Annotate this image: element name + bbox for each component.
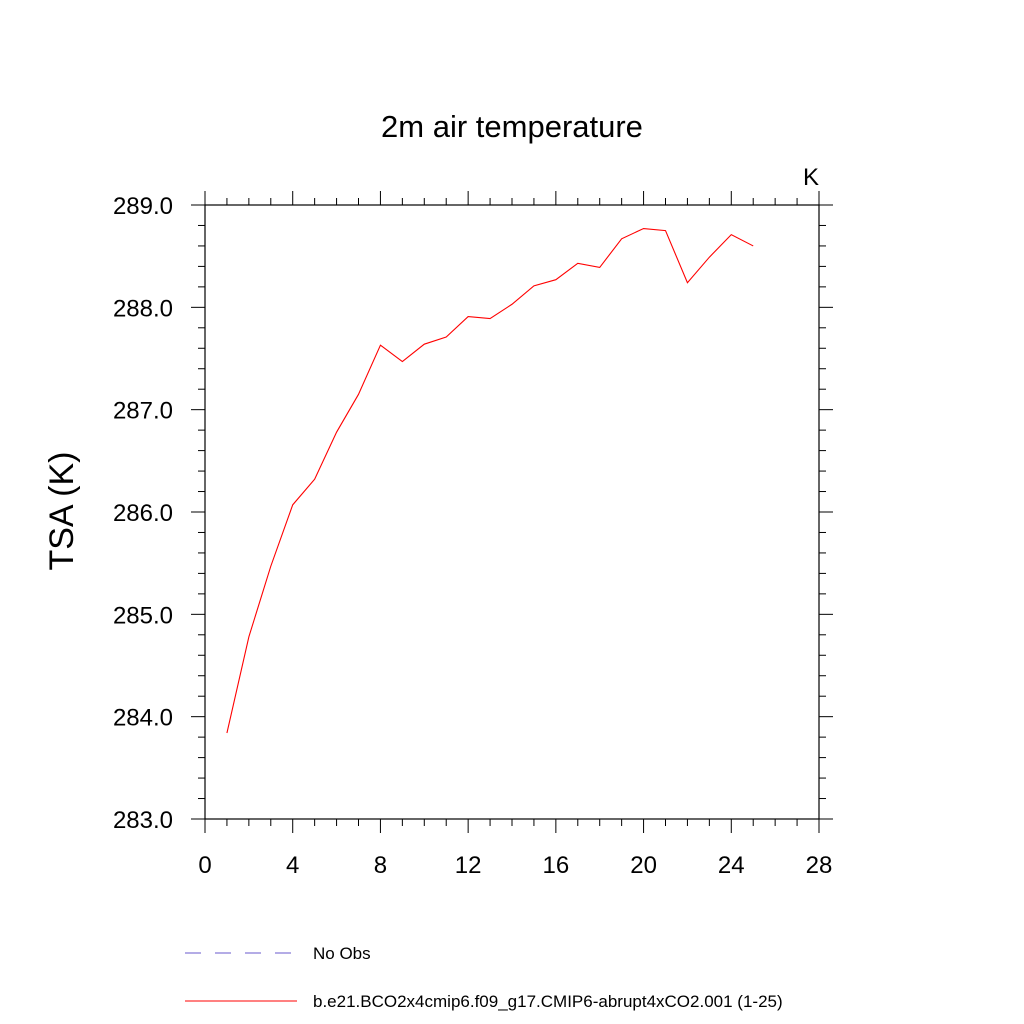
series-line-0 — [226, 227, 754, 734]
y-tick-label: 288.0 — [113, 295, 173, 322]
x-tick-label: 8 — [374, 852, 387, 879]
y-tick-label: 287.0 — [113, 398, 173, 425]
y-tick-label: 286.0 — [113, 500, 173, 527]
y-axis-label: TSA (K) — [43, 451, 81, 570]
units-label: K — [803, 164, 819, 191]
x-tick-label: 16 — [543, 852, 570, 879]
legend-label-1: No Obs — [313, 944, 371, 963]
y-tick-label: 284.0 — [113, 705, 173, 732]
x-tick-label: 4 — [286, 852, 299, 879]
chart-title: 2m air temperature — [381, 109, 643, 144]
x-tick-label: 0 — [198, 852, 211, 879]
x-tick-label: 24 — [718, 852, 745, 879]
y-tick-label: 285.0 — [113, 602, 173, 629]
legend-label-0: b.e21.BCO2x4cmip6.f09_g17.CMIP6-abrupt4x… — [313, 992, 783, 1011]
x-tick-label: 28 — [806, 852, 833, 879]
series-layer — [226, 227, 754, 734]
x-tick-label: 20 — [630, 852, 657, 879]
plot-frame — [204, 204, 820, 820]
axis-ticks — [191, 191, 833, 833]
legend: No Obs b.e21.BCO2x4cmip6.f09_g17.CMIP6-ab… — [185, 944, 783, 1011]
axis-tick-labels: 0 4 8 12 16 20 24 28 283.0 284.0 285.0 286.0 287.0 28… — [113, 193, 832, 879]
x-tick-label: 12 — [455, 852, 482, 879]
y-tick-label: 283.0 — [113, 807, 173, 834]
y-tick-label: 289.0 — [113, 193, 173, 220]
